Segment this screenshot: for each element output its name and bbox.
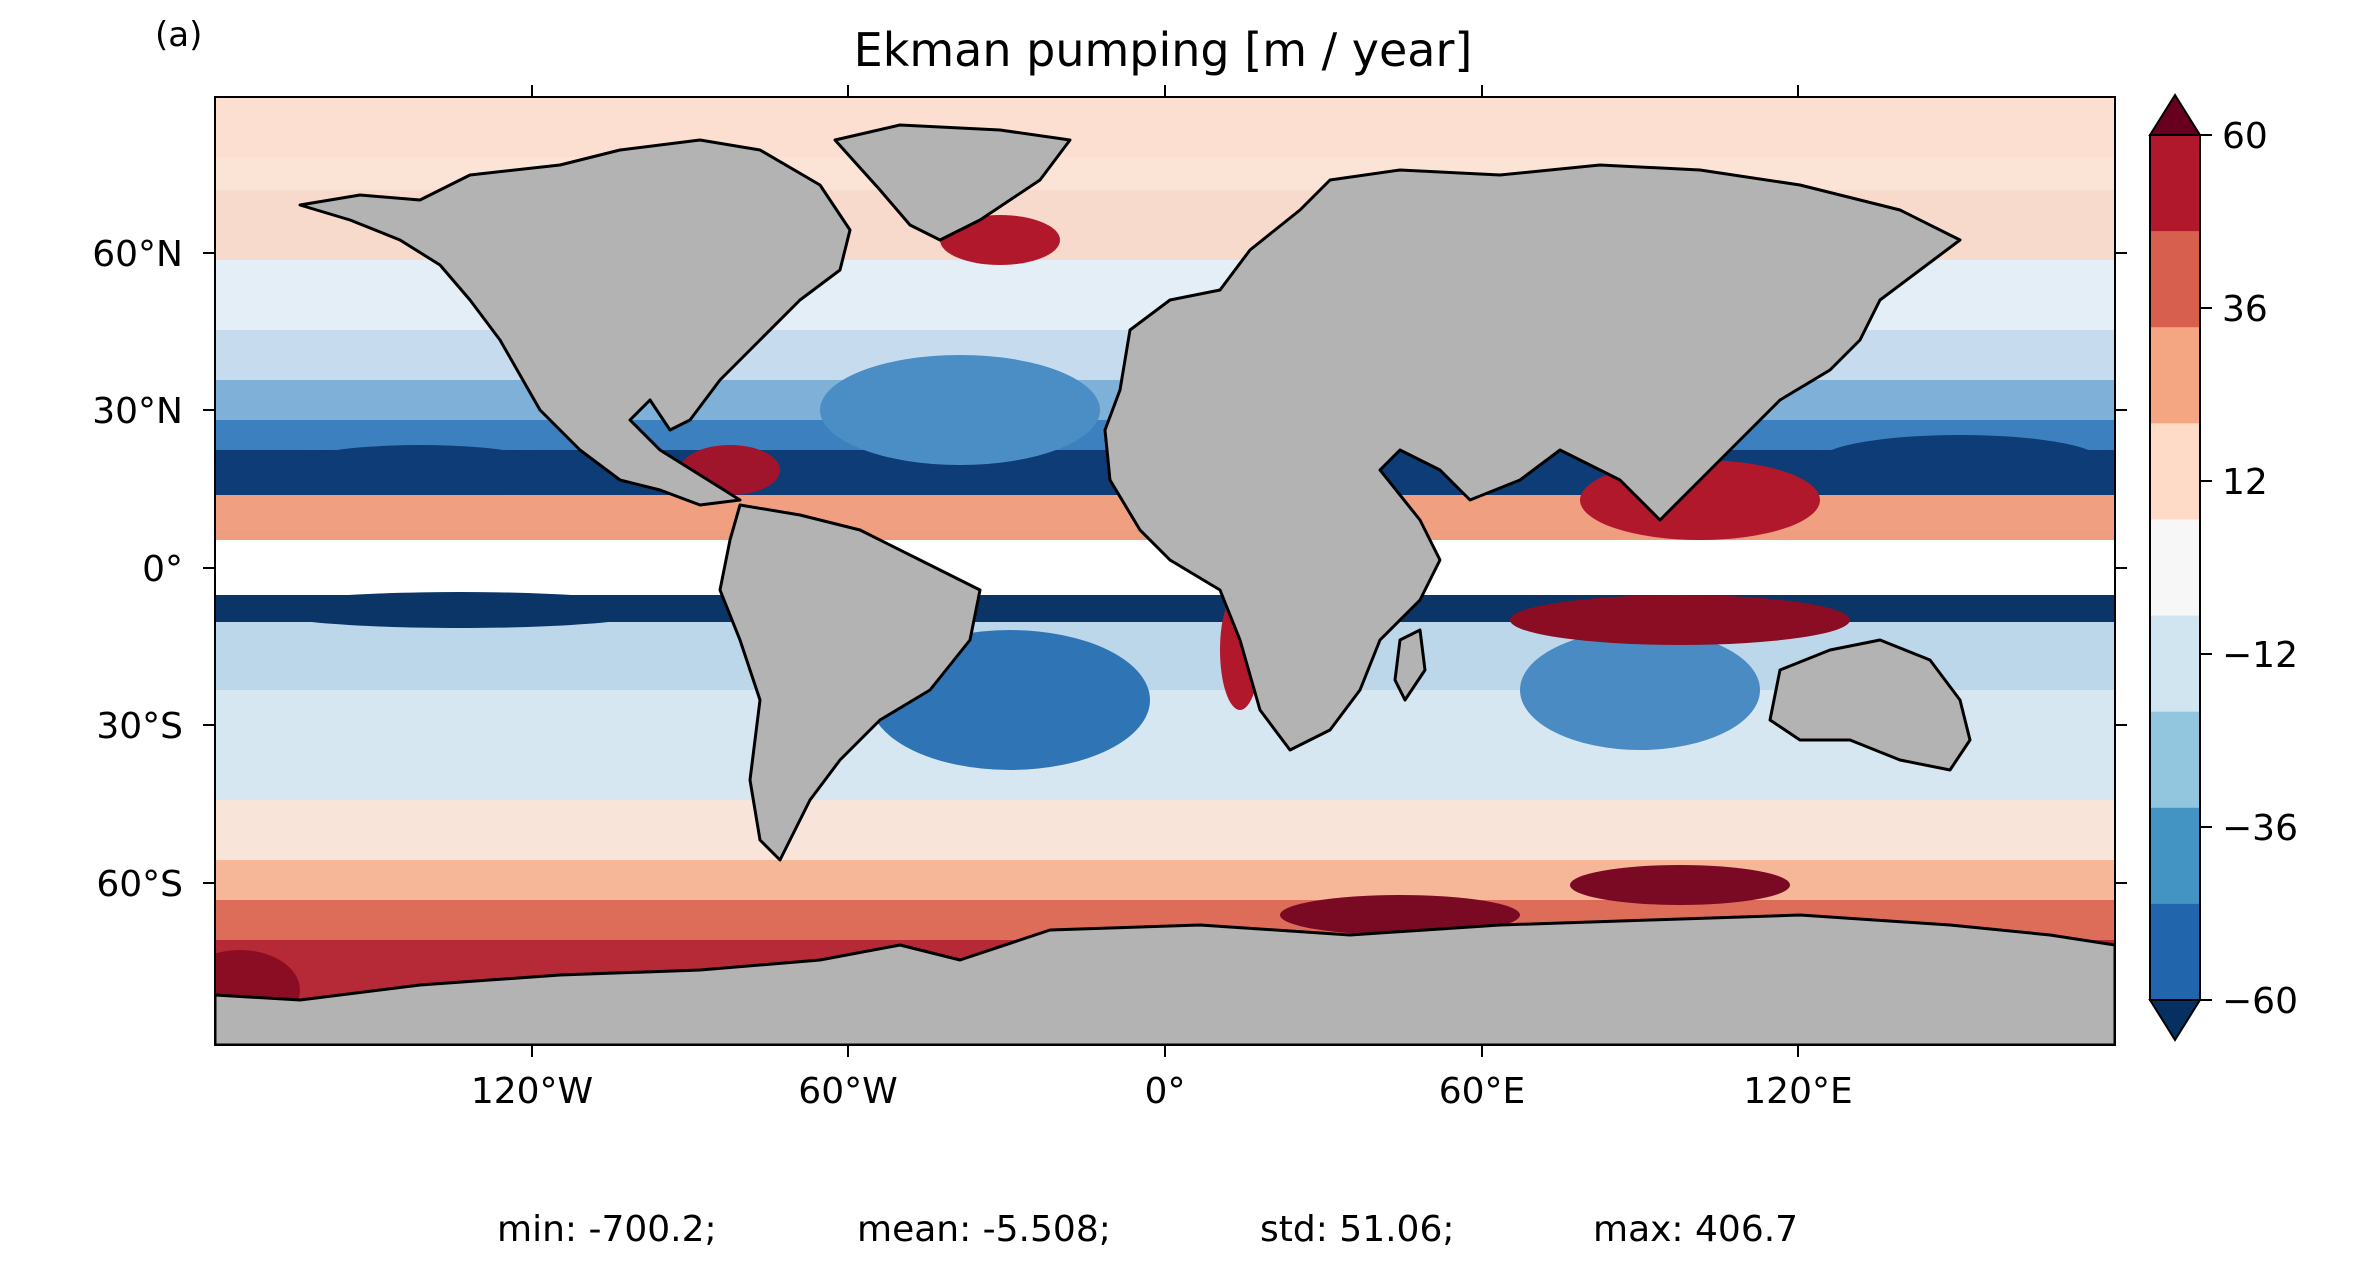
antarctica xyxy=(215,913,2115,1045)
colorbar-segment xyxy=(2150,327,2200,424)
colorbar-extend-bottom xyxy=(2148,999,2202,1042)
greenland xyxy=(833,123,1072,242)
lat-tick-label: 30°N xyxy=(92,391,183,432)
stat-min: min: -700.2; xyxy=(497,1209,717,1250)
lat-tick-label: 60°N xyxy=(92,234,183,275)
colorbar-segment xyxy=(2150,423,2200,520)
map-title: Ekman pumping [m / year] xyxy=(854,23,1473,77)
colorbar-tick-label: −36 xyxy=(2222,808,2298,849)
lat-tick-label: 0° xyxy=(142,549,183,590)
lon-tick-label: 60°W xyxy=(798,1071,897,1112)
africa-eurasia xyxy=(1103,163,1962,752)
colorbar-segment xyxy=(2150,519,2200,617)
colorbar-segments xyxy=(2150,135,2200,1001)
colorbar: 60 36 12 −12 −36 −60 xyxy=(2148,93,2298,1042)
stat-max: max: 406.7 xyxy=(1593,1209,1798,1250)
lat-axis xyxy=(203,252,2127,884)
colorbar-frame xyxy=(2149,134,2201,1001)
colorbar-tick-label: 12 xyxy=(2222,462,2268,503)
colorbar-segment xyxy=(2150,615,2200,713)
colorbar-extend-top xyxy=(2148,93,2202,136)
colorbar-ticks xyxy=(2200,134,2212,1001)
colorbar-segment xyxy=(2150,807,2200,905)
north-america xyxy=(298,138,852,507)
colorbar-tick-label: −12 xyxy=(2222,635,2298,676)
map-area xyxy=(215,97,2115,1045)
colorbar-tick-label: 36 xyxy=(2222,289,2268,330)
lon-axis xyxy=(531,85,1799,1057)
stats-line: min: -700.2; mean: -5.508; std: 51.06; m… xyxy=(497,1209,1798,1250)
panel-label: (a) xyxy=(155,15,202,55)
colorbar-tick-label: 60 xyxy=(2222,116,2268,157)
madagascar xyxy=(1393,628,1427,702)
lat-tick-label: 30°S xyxy=(96,706,183,747)
land xyxy=(215,123,2115,1045)
lon-tick-label: 0° xyxy=(1145,1071,1186,1112)
colorbar-segment xyxy=(2150,231,2200,328)
south-america xyxy=(718,503,982,862)
lon-tick-label: 120°E xyxy=(1743,1071,1852,1112)
colorbar-segment xyxy=(2150,711,2200,809)
stat-mean: mean: -5.508; xyxy=(857,1209,1111,1250)
lon-tick-label: 120°W xyxy=(471,1071,593,1112)
lon-tick-label: 60°E xyxy=(1439,1071,1526,1112)
colorbar-tick-label: −60 xyxy=(2222,981,2298,1022)
lat-tick-label: 60°S xyxy=(96,864,183,905)
australia xyxy=(1768,638,1972,772)
stat-std: std: 51.06; xyxy=(1260,1209,1454,1250)
colorbar-segment xyxy=(2150,135,2200,232)
colorbar-segment xyxy=(2150,903,2200,1001)
